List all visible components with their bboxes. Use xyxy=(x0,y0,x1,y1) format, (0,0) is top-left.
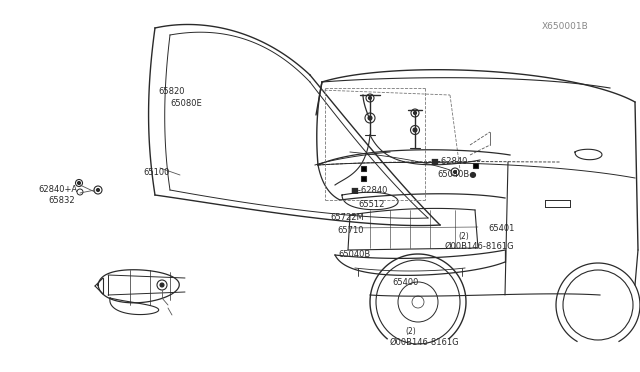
Text: X650001B: X650001B xyxy=(541,22,588,31)
Bar xyxy=(360,176,365,180)
Text: 65040B: 65040B xyxy=(338,250,371,259)
Text: 65820: 65820 xyxy=(158,87,184,96)
Text: 65722M: 65722M xyxy=(330,213,364,222)
Text: (2): (2) xyxy=(405,327,416,336)
Circle shape xyxy=(369,96,371,99)
Text: 65400: 65400 xyxy=(392,278,419,287)
Text: 62840+A: 62840+A xyxy=(38,185,77,194)
Circle shape xyxy=(368,116,372,120)
Text: 65100: 65100 xyxy=(143,168,170,177)
Bar xyxy=(360,166,365,170)
Text: (2): (2) xyxy=(458,232,468,241)
Text: 65832: 65832 xyxy=(48,196,75,205)
Text: 65040B●: 65040B● xyxy=(437,170,477,179)
Circle shape xyxy=(454,170,456,173)
Text: 65401: 65401 xyxy=(488,224,515,233)
Text: Ø00B146-8161G: Ø00B146-8161G xyxy=(390,338,460,347)
Text: 65710: 65710 xyxy=(337,226,364,235)
Circle shape xyxy=(77,182,81,185)
Text: Ø00B146-8161G: Ø00B146-8161G xyxy=(445,242,515,251)
Text: ■-62840: ■-62840 xyxy=(350,186,387,195)
Bar xyxy=(472,163,477,167)
Text: 65080E: 65080E xyxy=(170,99,202,108)
Circle shape xyxy=(160,283,164,287)
Circle shape xyxy=(97,189,99,192)
Circle shape xyxy=(413,112,417,115)
Circle shape xyxy=(413,128,417,132)
Text: ■-62840: ■-62840 xyxy=(430,157,467,166)
Text: 65512: 65512 xyxy=(358,200,385,209)
